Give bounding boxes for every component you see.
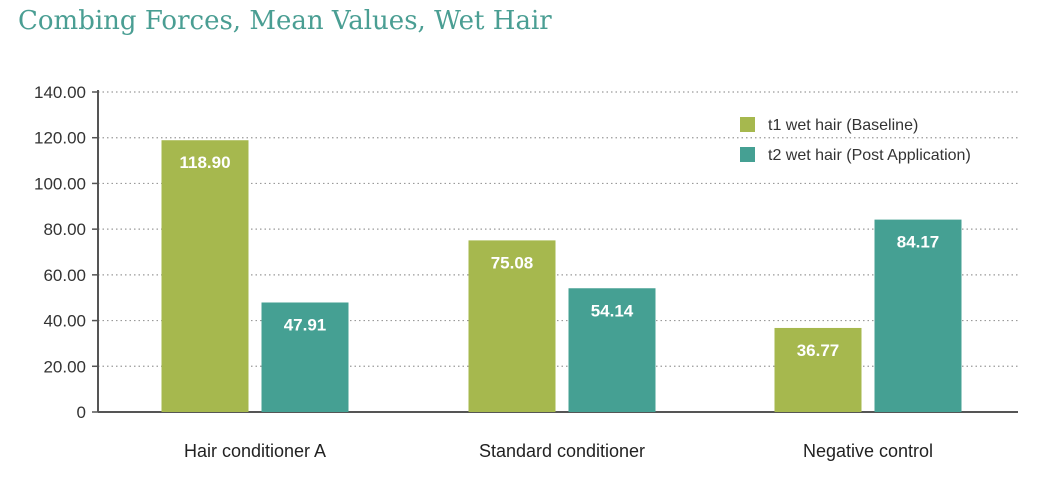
legend-swatch (740, 117, 755, 132)
legend-swatch (740, 147, 755, 162)
x-category-label: Standard conditioner (479, 441, 645, 461)
x-category-label: Negative control (803, 441, 933, 461)
y-tick-label: 140.00 (34, 83, 86, 102)
data-label: 75.08 (491, 253, 534, 272)
legend-label: t1 wet hair (Baseline) (768, 117, 918, 134)
y-tick-label: 120.00 (34, 129, 86, 148)
bar (261, 302, 349, 412)
y-tick-label: 20.00 (43, 357, 86, 376)
bar (774, 327, 862, 412)
bar (468, 240, 556, 412)
data-label: 84.17 (897, 233, 940, 252)
y-tick-label: 0 (77, 403, 86, 422)
data-label: 47.91 (284, 315, 327, 334)
bar (568, 288, 656, 412)
y-tick-label: 100.00 (34, 174, 86, 193)
data-label: 36.77 (797, 341, 840, 360)
bar (161, 140, 249, 412)
x-category-label: Hair conditioner A (184, 441, 326, 461)
data-label: 54.14 (591, 301, 634, 320)
chart-title: Combing Forces, Mean Values, Wet Hair (18, 6, 552, 36)
y-tick-label: 80.00 (43, 220, 86, 239)
legend-label: t2 wet hair (Post Application) (768, 147, 971, 164)
data-label: 118.90 (179, 153, 230, 172)
bar (874, 219, 962, 412)
y-tick-label: 60.00 (43, 266, 86, 285)
y-tick-label: 40.00 (43, 312, 86, 331)
